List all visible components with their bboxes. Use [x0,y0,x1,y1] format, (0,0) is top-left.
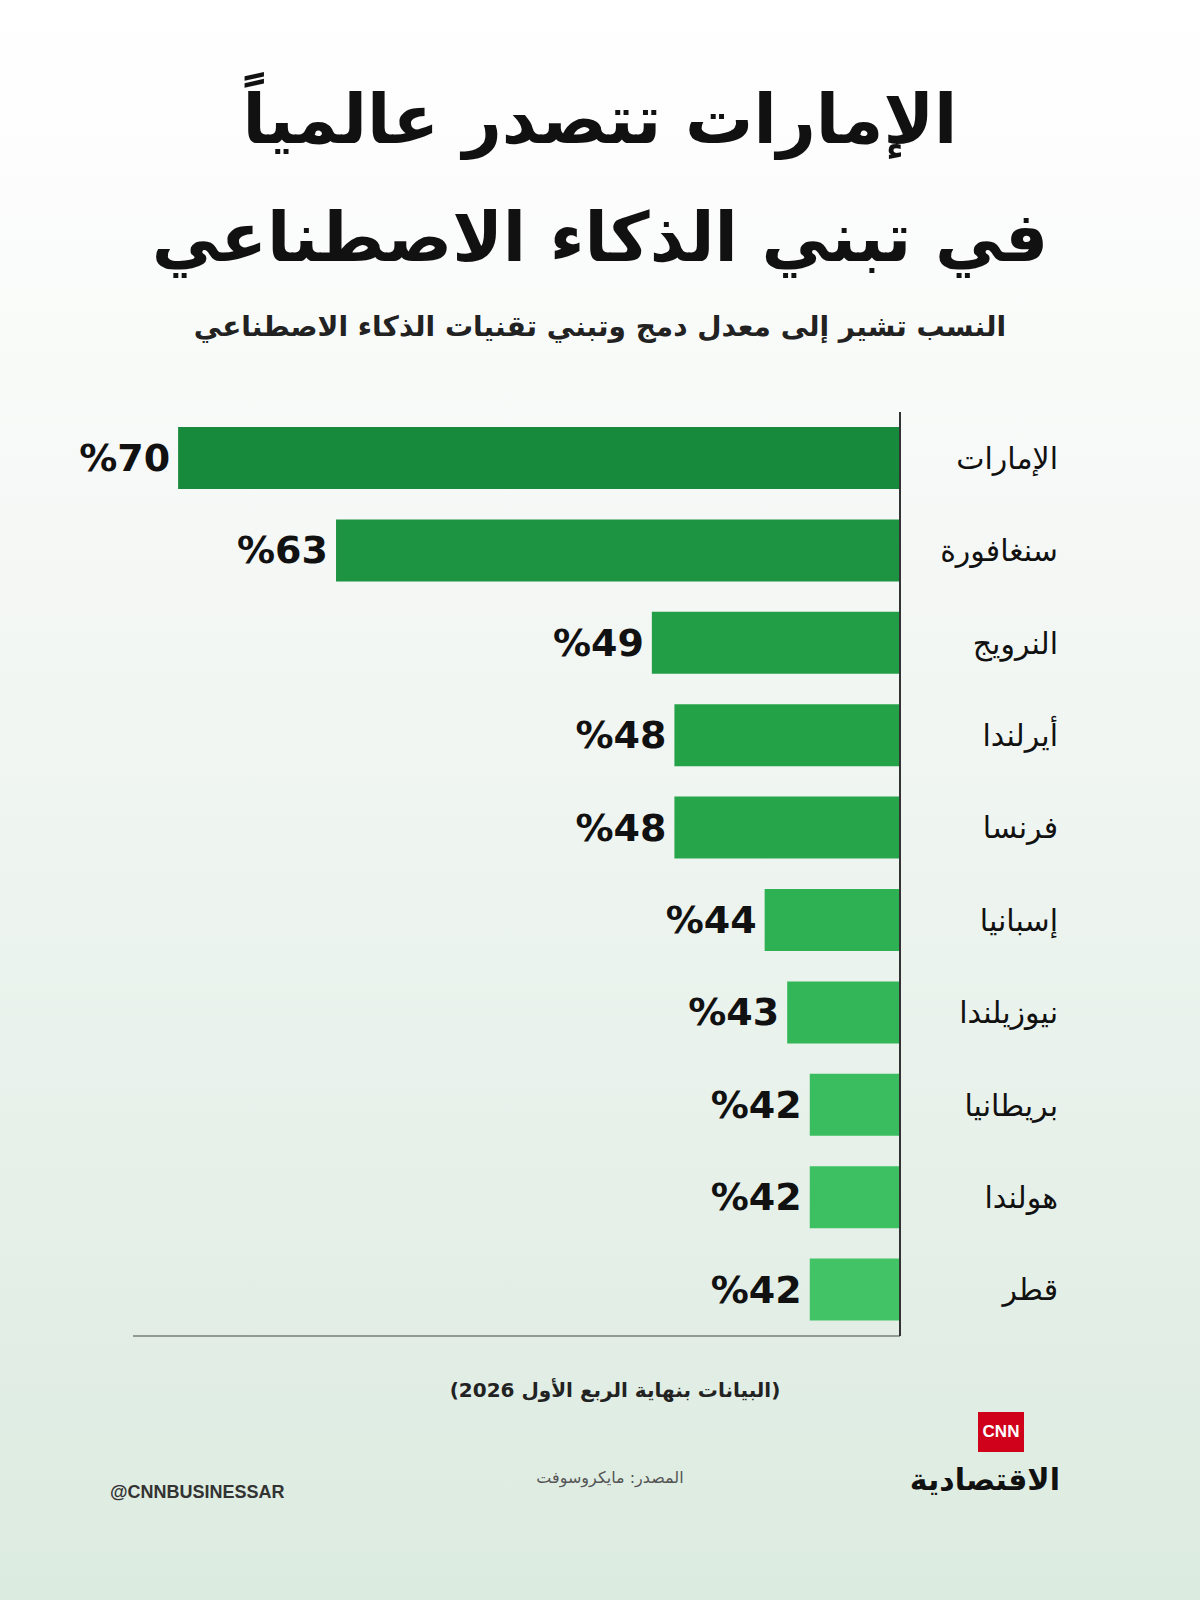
svg-text:%49: %49 [553,621,644,665]
html-text:الإمارات تتصدر عالمياً: الإمارات تتصدر عالمياً [242,80,958,159]
html-text:CNN: CNN [982,1422,1020,1441]
svg-text:سنغافورة: سنغافورة [940,533,1058,568]
svg-text:أيرلندا: أيرلندا [982,715,1058,753]
svg-text:هولندا: هولندا [984,1180,1058,1215]
svg-text:%42: %42 [711,1083,802,1127]
svg-text:النرويج: النرويج [973,626,1058,662]
svg-text:%70: %70 [79,436,170,480]
html-text:في تبني الذكاء الاصطناعي: في تبني الذكاء الاصطناعي [151,198,1049,277]
svg-text:قطر: قطر [1000,1272,1058,1307]
svg-text:%48: %48 [575,806,666,850]
svg-text:%48: %48 [575,713,666,757]
svg-text:%63: %63 [237,528,328,572]
html-text:المصدر: مايكروسوفت: المصدر: مايكروسوفت [536,1468,684,1487]
html-text:(البيانات بنهاية الربع الأول 2: (البيانات بنهاية الربع الأول 2026) [449,1378,781,1402]
html-text:الاقتصادية: الاقتصادية [909,1462,1060,1497]
html-text:النسب تشير إلى معدل دمج وتبني: النسب تشير إلى معدل دمج وتبني تقنيات الذ… [193,310,1007,343]
svg-text:بريطانيا: بريطانيا [964,1088,1058,1123]
svg-text:إسبانيا: إسبانيا [980,903,1058,939]
svg-text:%42: %42 [711,1268,802,1312]
svg-text:%43: %43 [688,990,779,1034]
svg-text:فرنسا: فرنسا [983,810,1058,845]
html-text:@CNNBUSINESSAR: @CNNBUSINESSAR [110,1482,285,1502]
svg-text:%44: %44 [666,898,757,942]
svg-text:%42: %42 [711,1175,802,1219]
svg-text:نيوزيلندا: نيوزيلندا [959,995,1058,1030]
svg-text:الإمارات: الإمارات [956,441,1058,477]
